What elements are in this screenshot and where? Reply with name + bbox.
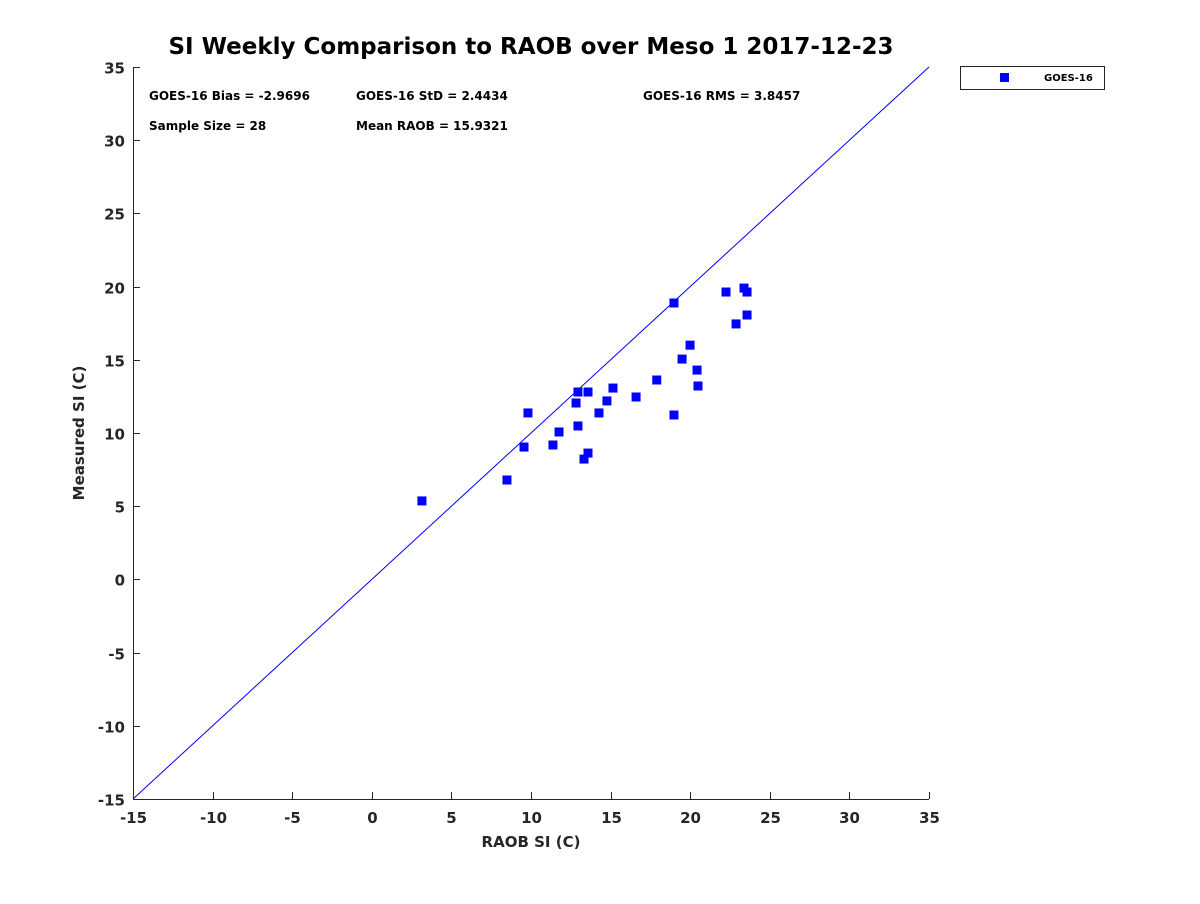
data-point (652, 375, 662, 385)
y-tick-label: 35 (104, 60, 125, 78)
x-tick-label: -10 (200, 809, 227, 827)
y-tick-label: 15 (104, 353, 125, 371)
x-tick-label: 30 (839, 809, 860, 827)
data-point (692, 365, 702, 375)
x-tick-label: 25 (760, 809, 781, 827)
y-tick-label: -10 (98, 719, 125, 737)
x-axis-label: RAOB SI (C) (482, 833, 581, 851)
data-point (519, 442, 529, 452)
data-point (417, 496, 427, 506)
y-tick-label: -5 (108, 646, 125, 664)
x-tick-label: 10 (521, 809, 542, 827)
x-tick-label: 15 (601, 809, 622, 827)
axes: -15 -10 -5 0 5 10 15 20 25 30 35 -15 -10 -5 0 5 10 15 20 25… (98, 60, 940, 828)
data-point (677, 354, 687, 364)
legend-box (960, 66, 1105, 90)
annotation-bias: GOES-16 Bias = -2.9696 (149, 89, 310, 103)
one-to-one-line (132, 66, 930, 800)
data-point (731, 319, 741, 329)
data-point (631, 392, 641, 402)
data-point (579, 454, 589, 464)
data-point (571, 398, 581, 408)
data-point (742, 287, 752, 297)
data-point (523, 408, 533, 418)
y-tick-label: 20 (104, 280, 125, 298)
y-tick-label: 5 (115, 499, 125, 517)
x-tick-label: 35 (919, 809, 940, 827)
annotation-mean-raob: Mean RAOB = 15.9321 (356, 119, 508, 133)
data-points (417, 283, 752, 506)
annotation-std: GOES-16 StD = 2.4434 (356, 89, 508, 103)
x-tick-label: 0 (367, 809, 377, 827)
data-point (693, 381, 703, 391)
x-tick-label: -15 (120, 809, 147, 827)
x-tick-label: 5 (446, 809, 456, 827)
data-point (554, 427, 564, 437)
y-tick-label: 10 (104, 426, 125, 444)
data-point (594, 408, 604, 418)
data-point (548, 440, 558, 450)
data-point (742, 310, 752, 320)
data-point (573, 387, 583, 397)
data-point (583, 448, 593, 458)
y-axis-label: Measured SI (C) (70, 366, 88, 501)
annotation-rms: GOES-16 RMS = 3.8457 (643, 89, 800, 103)
data-point (669, 410, 679, 420)
data-point (669, 298, 679, 308)
data-point (502, 475, 512, 485)
y-tick-label: 30 (104, 133, 125, 151)
y-tick-label: -15 (98, 792, 125, 810)
legend: GOES-16 (960, 66, 1105, 90)
data-point (573, 421, 583, 431)
y-tick-label: 25 (104, 206, 125, 224)
x-tick-label: 20 (680, 809, 701, 827)
y-tick-label: 0 (115, 572, 125, 590)
data-point (685, 340, 695, 350)
legend-label: GOES-16 (1044, 73, 1093, 84)
data-point (602, 396, 612, 406)
data-point (721, 287, 731, 297)
legend-marker (1000, 73, 1009, 82)
x-tick-label: -5 (284, 809, 301, 827)
data-point (583, 387, 593, 397)
chart-title: SI Weekly Comparison to RAOB over Meso 1… (168, 34, 893, 60)
annotation-sample-size: Sample Size = 28 (149, 119, 266, 133)
data-point (608, 383, 618, 393)
